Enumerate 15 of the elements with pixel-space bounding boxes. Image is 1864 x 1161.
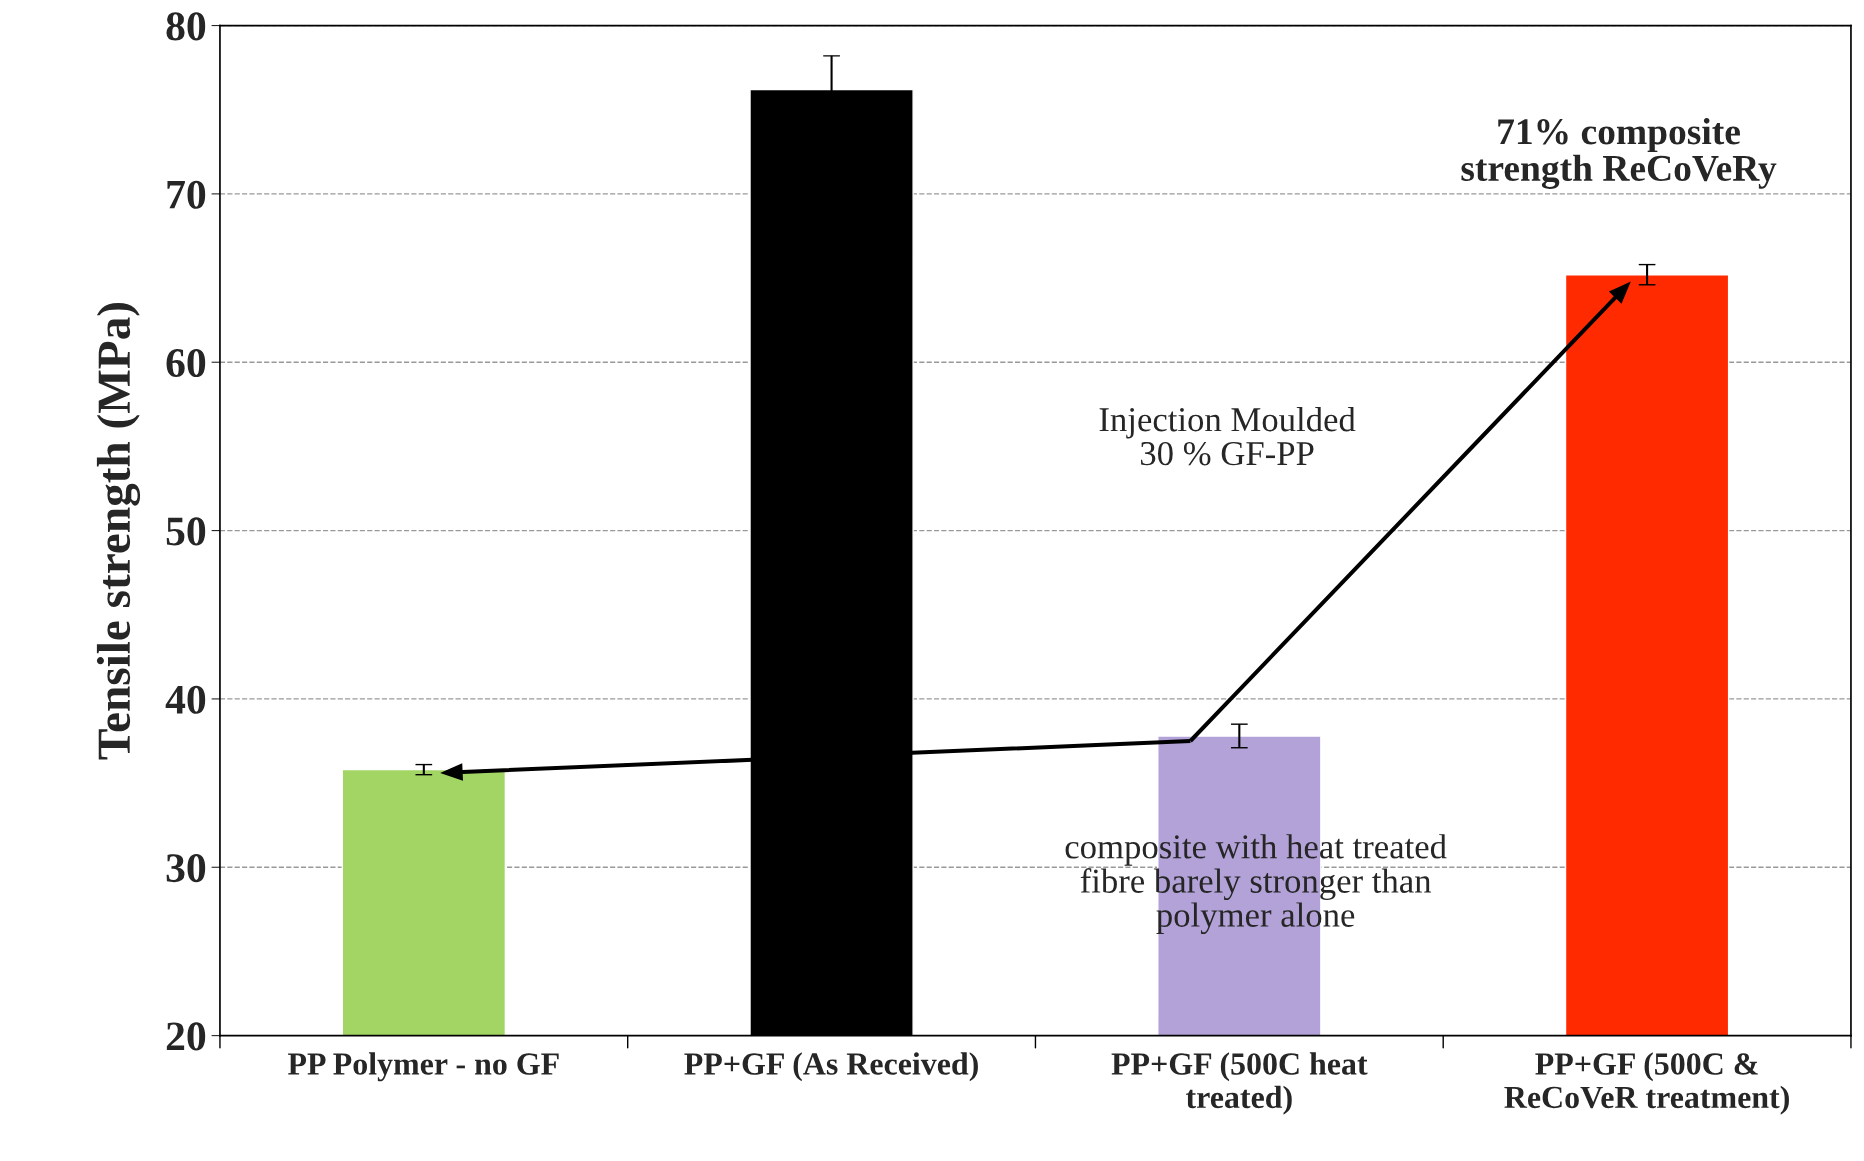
y-tick-label: 80 [166, 12, 206, 41]
x-tick-label: PP+GF (500C & ReCoVeR treatment) [1504, 1052, 1789, 1115]
x-tick-label: PP+GF (As Received) [684, 1052, 978, 1082]
y-tick-label: 30 [166, 854, 206, 883]
y-tick-label: 50 [166, 517, 206, 546]
x-tick-label: PP+GF (500C heat treated) [1111, 1052, 1368, 1115]
x-tick-label: PP Polymer - no GF [288, 1052, 559, 1082]
annotation: Injection Moulded 30 % GF-PP [1099, 406, 1356, 466]
y-tick-label: 60 [166, 348, 206, 378]
annotation: 71% composite strength ReCoVeRy [1461, 118, 1777, 189]
y-tick-label: 20 [166, 1022, 206, 1051]
y-tick-label: 70 [167, 180, 206, 209]
y-tick-label: 40 [165, 685, 206, 714]
y-axis-title: Tensile strength (MPa) [96, 303, 141, 760]
annotation: composite with heat treated fibre barely stronger than polymer alone [1065, 834, 1447, 935]
